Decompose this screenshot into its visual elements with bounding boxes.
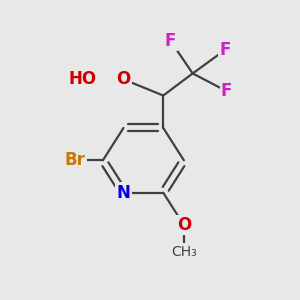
Text: HO: HO bbox=[69, 70, 97, 88]
Text: O: O bbox=[116, 70, 130, 88]
Text: N: N bbox=[117, 184, 130, 202]
Text: O: O bbox=[177, 216, 191, 234]
Text: F: F bbox=[219, 41, 231, 59]
Text: CH₃: CH₃ bbox=[171, 244, 197, 259]
Text: F: F bbox=[221, 82, 232, 100]
Text: F: F bbox=[165, 32, 176, 50]
Text: Br: Br bbox=[64, 151, 86, 169]
